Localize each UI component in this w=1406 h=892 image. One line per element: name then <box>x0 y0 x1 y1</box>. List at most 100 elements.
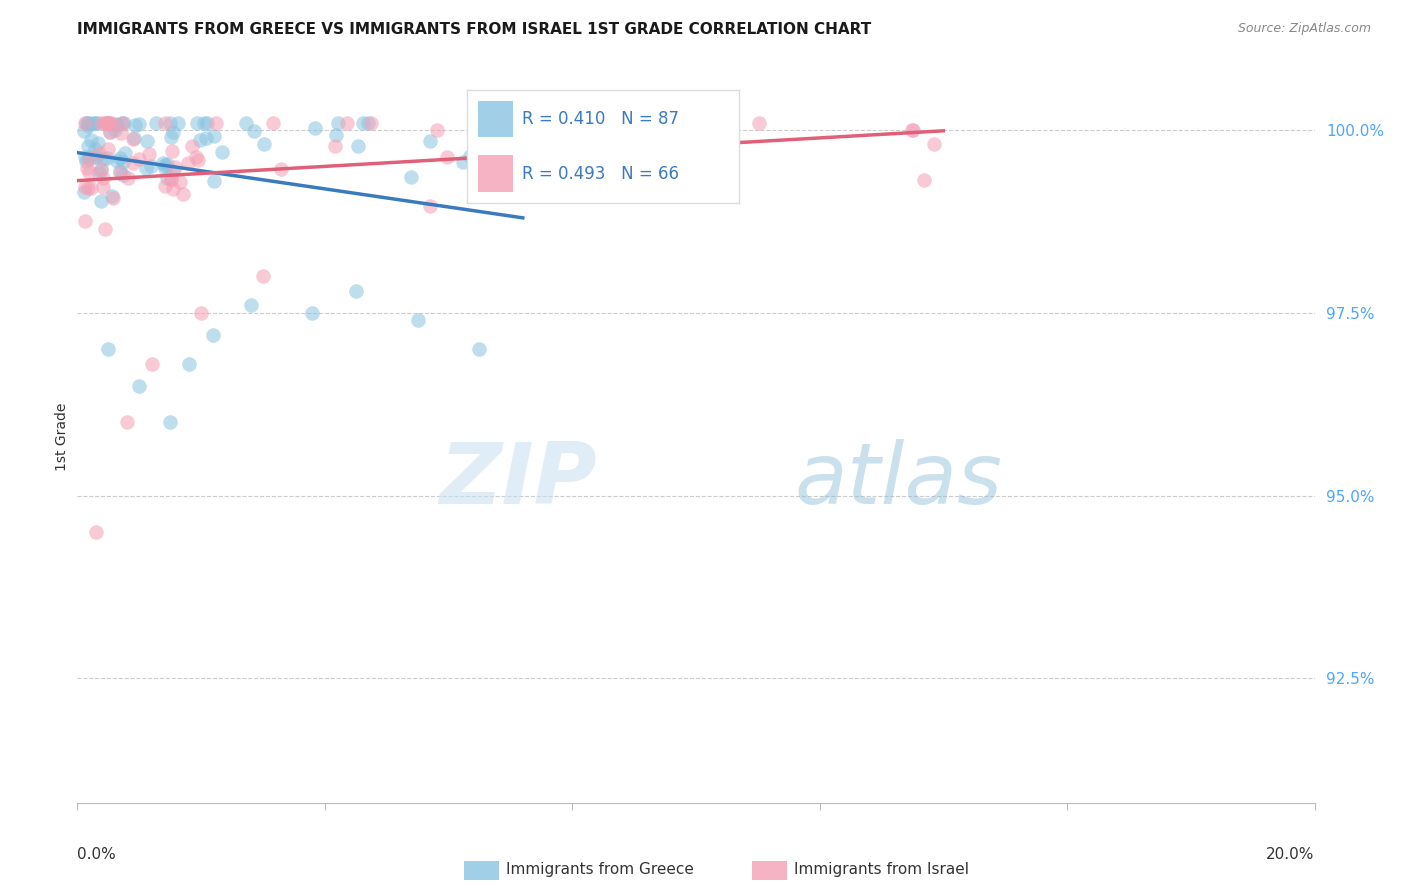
Point <box>344 284 367 298</box>
Point <box>262 115 284 129</box>
Point <box>76 180 98 194</box>
Point <box>112 168 135 182</box>
Point <box>184 151 207 165</box>
Point <box>97 115 120 129</box>
Point <box>83 150 105 164</box>
Point <box>530 115 553 129</box>
Point <box>301 306 323 320</box>
Point <box>153 158 176 172</box>
Point <box>352 115 374 129</box>
Point <box>90 116 112 130</box>
Point <box>84 115 107 129</box>
Point <box>138 146 160 161</box>
Text: atlas: atlas <box>794 440 1002 523</box>
Point <box>76 119 98 133</box>
Point <box>103 122 125 136</box>
Point <box>169 175 191 189</box>
Point <box>73 179 96 194</box>
Point <box>117 171 139 186</box>
Point <box>82 115 104 129</box>
Point <box>903 123 925 137</box>
Point <box>91 153 114 167</box>
Point <box>76 161 98 175</box>
Point <box>80 180 103 194</box>
Point <box>75 214 97 228</box>
Point <box>111 154 134 169</box>
Point <box>111 115 134 129</box>
Point <box>77 138 100 153</box>
Point <box>100 188 122 202</box>
Point <box>159 171 181 186</box>
Point <box>177 357 200 371</box>
Point <box>104 117 127 131</box>
Point <box>135 134 157 148</box>
Point <box>159 416 181 430</box>
Point <box>96 115 118 129</box>
Point <box>93 115 115 129</box>
Point <box>458 149 481 163</box>
Point <box>79 164 101 178</box>
Point <box>186 115 208 129</box>
Point <box>100 115 122 129</box>
Text: ZIP: ZIP <box>439 440 598 523</box>
Point <box>121 155 143 169</box>
Point <box>135 161 157 175</box>
Point <box>188 133 211 147</box>
Point <box>84 142 107 156</box>
Point <box>177 155 200 169</box>
Point <box>98 117 121 131</box>
Point <box>87 145 110 160</box>
Point <box>98 125 121 139</box>
Point <box>253 136 276 151</box>
Point <box>110 151 132 165</box>
Point <box>517 115 540 129</box>
Point <box>924 136 946 151</box>
Point <box>97 343 120 357</box>
Point <box>122 130 145 145</box>
Point <box>162 144 184 158</box>
Point <box>153 178 176 193</box>
Text: IMMIGRANTS FROM GREECE VS IMMIGRANTS FROM ISRAEL 1ST GRADE CORRELATION CHART: IMMIGRANTS FROM GREECE VS IMMIGRANTS FRO… <box>77 22 872 37</box>
Text: Immigrants from Greece: Immigrants from Greece <box>506 863 695 877</box>
Point <box>75 115 97 129</box>
Point <box>190 306 212 320</box>
Point <box>205 115 228 129</box>
Point <box>323 138 346 153</box>
Point <box>86 115 108 129</box>
Point <box>243 124 266 138</box>
Point <box>91 179 114 194</box>
Point <box>252 269 274 284</box>
Point <box>211 145 233 160</box>
Point <box>160 173 183 187</box>
Point <box>101 191 124 205</box>
Point <box>270 162 292 177</box>
Point <box>194 130 217 145</box>
Point <box>111 115 134 129</box>
Point <box>187 153 209 168</box>
Point <box>79 117 101 131</box>
Point <box>399 170 422 185</box>
Point <box>162 182 184 196</box>
Point <box>97 142 120 156</box>
Point <box>98 115 121 129</box>
Point <box>202 327 225 342</box>
Point <box>87 136 110 151</box>
Y-axis label: 1st Grade: 1st Grade <box>55 403 69 471</box>
Point <box>84 150 107 164</box>
Point <box>202 129 225 144</box>
Point <box>90 194 112 208</box>
Point <box>336 115 359 129</box>
Point <box>77 115 100 129</box>
Point <box>180 139 202 153</box>
Point <box>152 155 174 169</box>
Point <box>115 416 138 430</box>
Point <box>436 150 458 164</box>
Point <box>153 161 176 175</box>
Point <box>112 115 135 129</box>
Point <box>128 379 150 393</box>
Point <box>193 115 215 129</box>
Point <box>325 128 347 142</box>
Point <box>451 155 474 169</box>
Point <box>419 134 441 148</box>
Point <box>114 145 136 160</box>
